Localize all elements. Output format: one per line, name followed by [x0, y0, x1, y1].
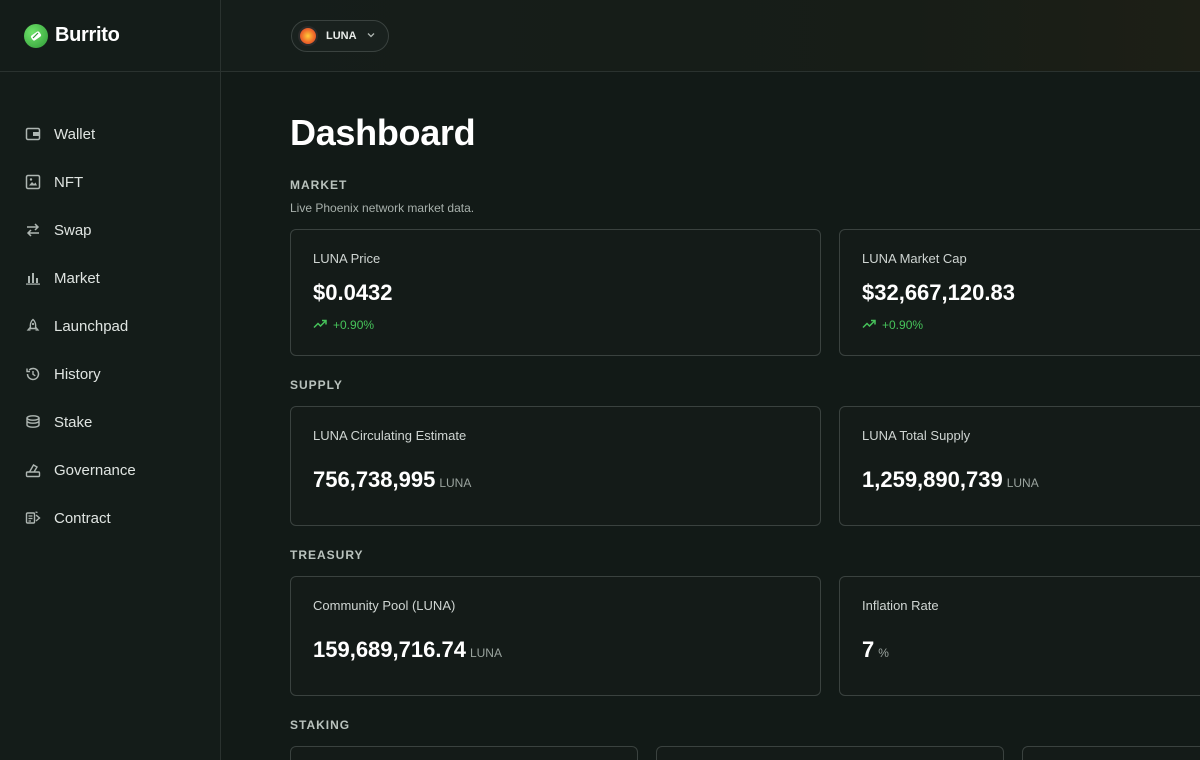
market-cap-change: +0.90% — [862, 318, 923, 332]
price-change: +0.90% — [313, 318, 374, 332]
sidebar-item-history[interactable]: History — [0, 350, 220, 398]
sidebar-nav: Wallet NFT Swap Market — [0, 72, 220, 542]
card-value: 756,738,995 LUNA — [313, 467, 471, 493]
chevron-down-icon — [366, 27, 376, 45]
card-value-unit: LUNA — [439, 476, 472, 490]
price-change-value: +0.90% — [333, 318, 375, 332]
swap-icon — [25, 222, 41, 238]
card-value: $32,667,120.83 — [862, 280, 1015, 305]
brand[interactable]: Burrito — [0, 0, 220, 72]
image-icon — [25, 174, 41, 190]
card-label: LUNA Total Supply — [862, 428, 971, 443]
sidebar-item-nft[interactable]: NFT — [0, 158, 220, 206]
coins-stack-icon — [25, 414, 41, 430]
section-subtitle-market: Live Phoenix network market data. — [290, 201, 475, 215]
contract-icon — [25, 510, 41, 526]
sidebar-item-market[interactable]: Market — [0, 254, 220, 302]
sidebar-item-label: Launchpad — [54, 317, 129, 335]
history-icon — [25, 366, 41, 382]
card-community-pool: Community Pool (LUNA) 159,689,716.74 LUNA — [290, 576, 821, 696]
card-value: 1,259,890,739 LUNA — [862, 467, 1039, 493]
card-staking-1 — [290, 746, 638, 760]
sidebar-item-label: History — [54, 365, 101, 383]
sidebar-item-swap[interactable]: Swap — [0, 206, 220, 254]
card-value: 159,689,716.74 LUNA — [313, 637, 502, 663]
card-luna-market-cap: LUNA Market Cap $32,667,120.83 +0.90% — [839, 229, 1200, 356]
card-total-supply: LUNA Total Supply 1,259,890,739 LUNA — [839, 406, 1200, 526]
sidebar-item-label: Wallet — [54, 125, 96, 143]
sidebar-item-governance[interactable]: Governance — [0, 446, 220, 494]
bar-chart-icon — [25, 270, 41, 286]
top-bar: LUNA — [221, 0, 1200, 72]
card-label: LUNA Circulating Estimate — [313, 428, 467, 443]
card-circulating-estimate: LUNA Circulating Estimate 756,738,995 LUN… — [290, 406, 821, 526]
sidebar-item-stake[interactable]: Stake — [0, 398, 220, 446]
section-title-treasury: TREASURY — [290, 548, 364, 562]
card-label: LUNA Price — [313, 251, 381, 266]
brand-name: Burrito — [55, 24, 120, 46]
card-luna-price: LUNA Price $0.0432 +0.90% — [290, 229, 821, 356]
sidebar-item-launchpad[interactable]: Launchpad — [0, 302, 220, 350]
sidebar-item-contract[interactable]: Contract — [0, 494, 220, 542]
card-value-number: 1,259,890,739 — [862, 467, 1003, 492]
section-title-staking: STAKING — [290, 718, 351, 732]
trending-up-icon — [862, 318, 882, 332]
section-title-market: MARKET — [290, 178, 348, 192]
section-title-supply: SUPPLY — [290, 378, 343, 392]
card-value: 7% — [862, 637, 889, 663]
sidebar: Burrito Wallet NFT Swap — [0, 0, 221, 760]
card-value-number: 756,738,995 — [313, 467, 436, 492]
sidebar-item-label: Swap — [54, 221, 92, 239]
chain-selector[interactable]: LUNA — [291, 20, 389, 52]
ballot-icon — [25, 462, 41, 478]
wallet-icon — [25, 126, 41, 142]
card-value: $0.0432 — [313, 280, 393, 305]
card-staking-3 — [1022, 746, 1200, 760]
sidebar-item-label: Stake — [54, 413, 93, 431]
card-value-number: 159,689,716.74 — [313, 637, 466, 662]
card-value-unit: % — [878, 646, 889, 660]
card-label: Inflation Rate — [862, 598, 939, 613]
card-value-unit: LUNA — [1006, 476, 1039, 490]
burrito-logo-icon — [24, 23, 48, 48]
card-label: LUNA Market Cap — [862, 251, 967, 266]
card-staking-2 — [656, 746, 1004, 760]
rocket-icon — [25, 318, 41, 334]
sidebar-item-wallet[interactable]: Wallet — [0, 110, 220, 158]
luna-coin-icon — [298, 26, 318, 46]
page-title: Dashboard — [290, 112, 476, 153]
sidebar-item-label: Governance — [54, 461, 136, 479]
trending-up-icon — [313, 318, 333, 332]
sidebar-item-label: NFT — [54, 173, 84, 191]
market-cap-change-value: +0.90% — [882, 318, 924, 332]
card-label: Community Pool (LUNA) — [313, 598, 456, 613]
sidebar-item-label: Contract — [54, 509, 111, 527]
card-value-unit: LUNA — [469, 646, 502, 660]
card-value-number: 7 — [862, 637, 875, 662]
card-inflation-rate: Inflation Rate 7% — [839, 576, 1200, 696]
chain-selector-label: LUNA — [326, 30, 357, 42]
sidebar-item-label: Market — [54, 269, 100, 287]
